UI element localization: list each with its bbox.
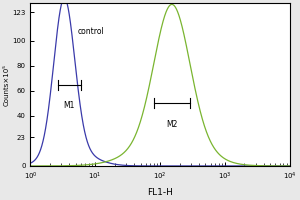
X-axis label: FL1-H: FL1-H <box>147 188 173 197</box>
Text: M2: M2 <box>166 120 178 129</box>
Text: M1: M1 <box>64 101 75 110</box>
Y-axis label: Counts×10⁵: Counts×10⁵ <box>3 64 9 106</box>
Text: control: control <box>77 27 104 36</box>
